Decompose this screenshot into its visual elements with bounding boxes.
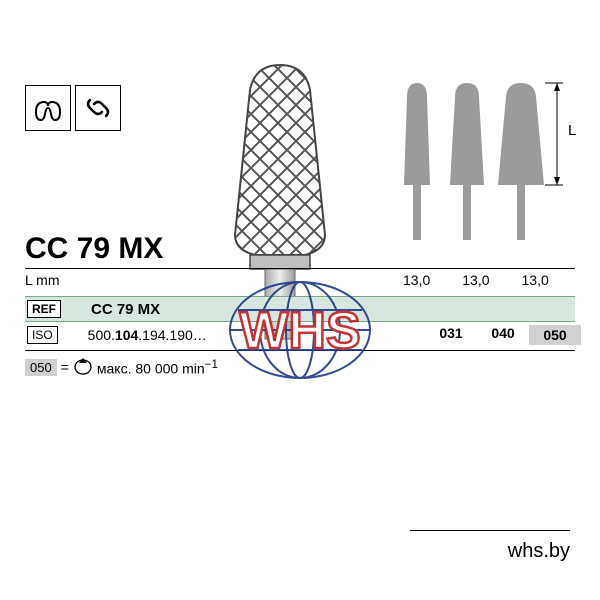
iso-label: ISO — [27, 326, 58, 344]
footer-url: whs.by — [508, 540, 570, 563]
iso-sizes: 031 040 050 — [425, 325, 581, 345]
ref-row: REF CC 79 MX — [25, 296, 575, 322]
l-mm-label: L mm — [25, 272, 59, 288]
size-silhouettes — [395, 75, 565, 245]
iso-size-1: 040 — [477, 325, 529, 345]
equals-sign: = — [61, 359, 69, 375]
speed-chip: 050 — [25, 359, 57, 376]
product-code: CC 79 MX — [25, 232, 163, 266]
length-2: 13,0 — [522, 272, 549, 288]
ref-value: CC 79 MX — [91, 301, 160, 318]
icon-box-denture — [25, 85, 71, 131]
iso-size-0: 031 — [425, 325, 477, 345]
divider-1 — [25, 268, 575, 269]
rotation-icon — [73, 358, 93, 376]
application-icons — [25, 85, 121, 131]
iso-number: 500.104.194.190… — [88, 327, 207, 343]
speed-text: макс. 80 000 min−1 — [97, 358, 218, 377]
denture-icon — [30, 90, 66, 126]
length-0: 13,0 — [403, 272, 430, 288]
ref-label: REF — [27, 300, 61, 318]
length-values: 13,0 13,0 13,0 — [403, 272, 549, 288]
icon-box-chain — [75, 85, 121, 131]
length-1: 13,0 — [462, 272, 489, 288]
iso-row: ISO 500.104.194.190… 031 040 050 — [25, 326, 575, 344]
chain-icon — [80, 90, 116, 126]
max-speed-note: 050 = макс. 80 000 min−1 — [25, 358, 218, 377]
dimension-label: L — [568, 122, 576, 139]
footer-divider — [410, 530, 570, 531]
divider-2 — [25, 350, 575, 351]
iso-size-2: 050 — [529, 325, 581, 345]
